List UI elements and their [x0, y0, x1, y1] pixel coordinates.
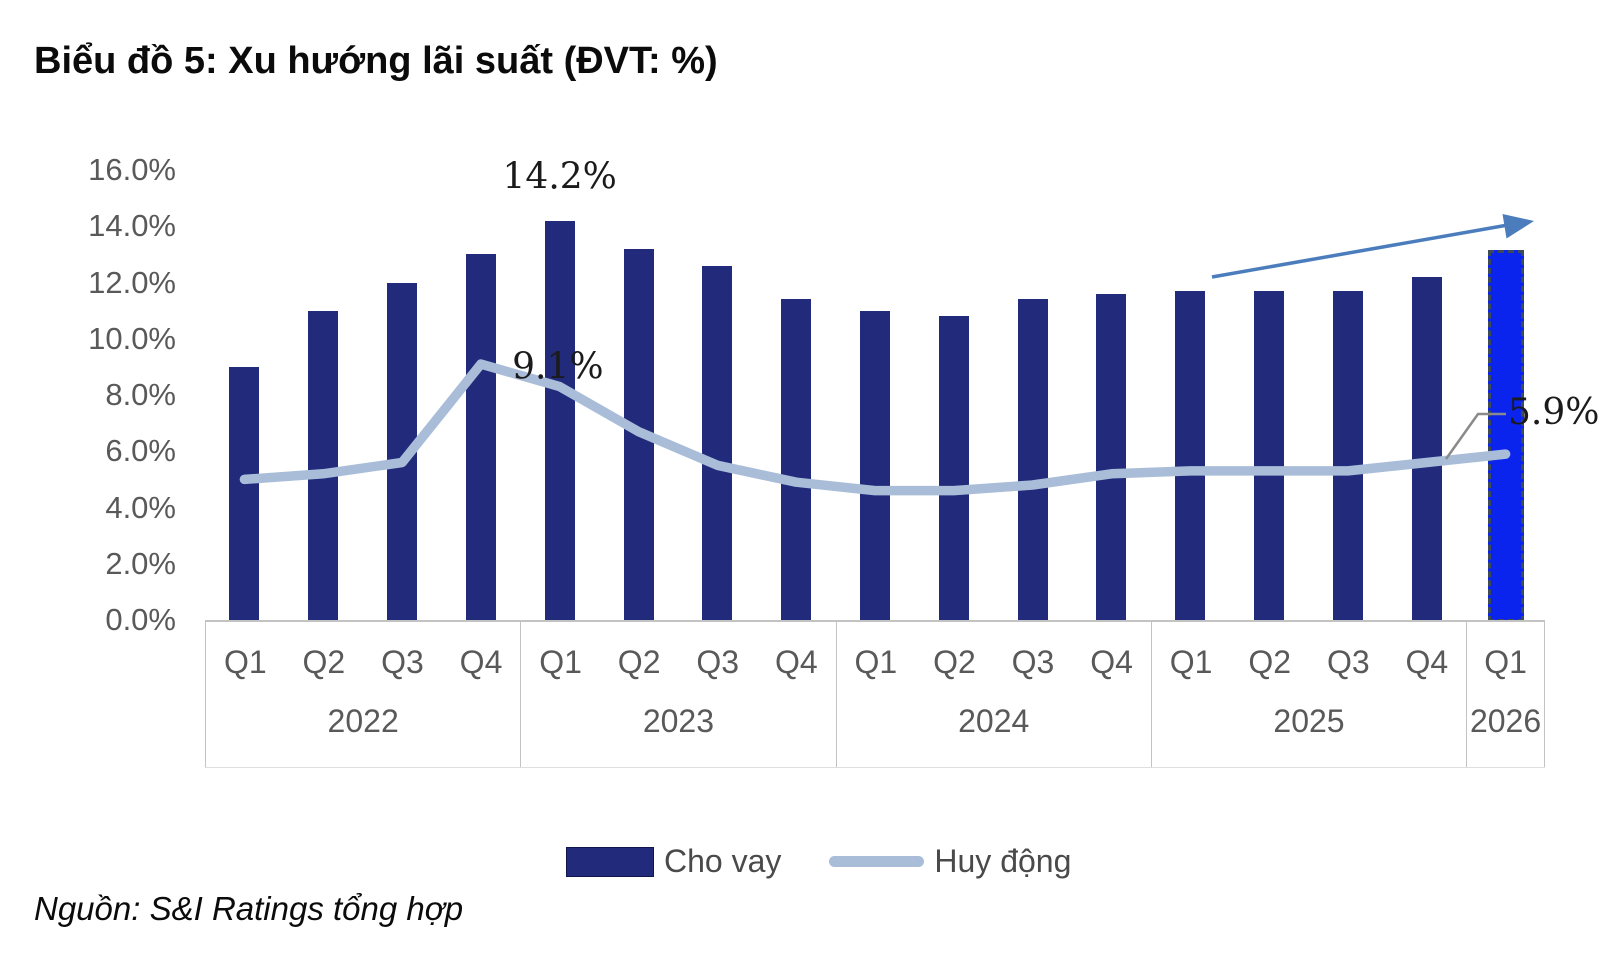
x-quarter-label: Q2	[617, 644, 661, 681]
x-axis-year-group: Q1 Q2 Q3 Q4 2024	[835, 622, 1151, 767]
x-axis-quarter-row: Q1 Q2 Q3 Q4	[206, 622, 520, 703]
x-year-label: 2024	[958, 703, 1030, 740]
x-quarter-label: Q4	[774, 644, 818, 681]
bar-cho-vay	[702, 265, 733, 620]
y-tick-label: 4.0%	[105, 489, 176, 525]
source-note: Nguồn: S&I Ratings tổng hợp	[34, 890, 464, 927]
x-year-label: 2023	[642, 703, 715, 740]
annotation-bar-peak: 14.2%	[502, 156, 617, 198]
bar-cho-vay	[308, 310, 339, 620]
trend-up-arrow	[1211, 223, 1509, 279]
bar-cho-vay	[465, 254, 496, 620]
bar-cho-vay	[387, 282, 418, 620]
y-tick-label: 8.0%	[105, 377, 176, 412]
x-quarter-label: Q4	[1090, 644, 1133, 681]
y-tick-label: 6.0%	[105, 433, 176, 469]
legend-bar-swatch	[566, 846, 654, 877]
y-tick-label: 12.0%	[88, 264, 176, 300]
annotation-line-peak: 9.1%	[512, 346, 604, 388]
x-axis-quarter-row: Q1 Q2 Q3 Q4	[1152, 622, 1466, 703]
x-year-label: 2026	[1469, 703, 1542, 740]
x-quarter-label: Q3	[1011, 644, 1055, 681]
x-quarter-label: Q1	[1169, 644, 1213, 681]
legend-line-swatch	[829, 856, 925, 867]
x-axis-year-group: Q1 2026	[1466, 622, 1545, 767]
annotation-line-end: 5.9%	[1508, 392, 1600, 433]
x-quarter-label: Q1	[539, 644, 582, 681]
legend: Cho vay Huy động	[566, 843, 1071, 880]
x-quarter-label: Q2	[1248, 644, 1292, 681]
x-quarter-label: Q2	[933, 644, 976, 681]
x-quarter-label: Q1	[223, 644, 267, 681]
x-quarter-label: Q3	[696, 644, 740, 681]
y-tick-label: 16.0%	[88, 152, 176, 187]
legend-line-label: Huy động	[934, 843, 1072, 879]
x-quarter-label: Q1	[1484, 644, 1527, 681]
x-quarter-label: Q4	[459, 644, 503, 681]
y-tick-label: 2.0%	[105, 545, 176, 581]
x-axis-year-group: Q1 Q2 Q3 Q4 2023	[520, 622, 835, 767]
x-quarter-label: Q2	[302, 644, 346, 681]
bar-cho-vay	[1175, 290, 1206, 620]
bar-cho-vay-forecast	[1487, 250, 1524, 622]
bar-cho-vay	[229, 366, 260, 620]
bar-cho-vay	[1332, 290, 1363, 620]
x-quarter-label: Q1	[854, 644, 898, 681]
x-axis-year-group: Q1 Q2 Q3 Q4 2022	[205, 622, 520, 767]
x-axis-quarter-row: Q1	[1467, 622, 1544, 703]
bar-cho-vay	[1254, 290, 1285, 620]
y-tick-label: 14.0%	[88, 208, 176, 244]
bar-cho-vay	[781, 299, 812, 620]
x-axis-quarter-row: Q1 Q2 Q3 Q4	[837, 622, 1151, 703]
x-axis-quarter-row: Q1 Q2 Q3 Q4	[521, 622, 835, 703]
bar-cho-vay	[1096, 293, 1127, 620]
bar-cho-vay	[938, 316, 969, 620]
x-axis: Q1 Q2 Q3 Q4 2022 Q1 Q2 Q3 Q4 2023 Q1 Q2 Q3 Q4 2024 Q1 Q2…	[205, 620, 1545, 768]
y-tick-label: 10.0%	[88, 320, 176, 356]
bar-cho-vay	[1017, 299, 1048, 620]
bar-cho-vay	[860, 310, 890, 620]
legend-bar-label: Cho vay	[664, 843, 782, 879]
x-year-label: 2025	[1273, 703, 1345, 740]
x-quarter-label: Q3	[381, 644, 424, 681]
chart-title: Biểu đồ 5: Xu hướng lãi suất (ĐVT: %)	[34, 40, 718, 82]
bar-cho-vay	[544, 220, 575, 620]
x-quarter-label: Q4	[1405, 644, 1449, 681]
bar-cho-vay	[1411, 276, 1442, 620]
y-tick-label: 0.0%	[105, 602, 176, 637]
x-axis-year-group: Q1 Q2 Q3 Q4 2025	[1150, 622, 1466, 767]
trend-up-arrow-head	[1502, 214, 1534, 239]
x-quarter-label: Q3	[1326, 644, 1370, 681]
x-year-label: 2022	[327, 703, 399, 740]
bar-cho-vay	[623, 248, 654, 620]
